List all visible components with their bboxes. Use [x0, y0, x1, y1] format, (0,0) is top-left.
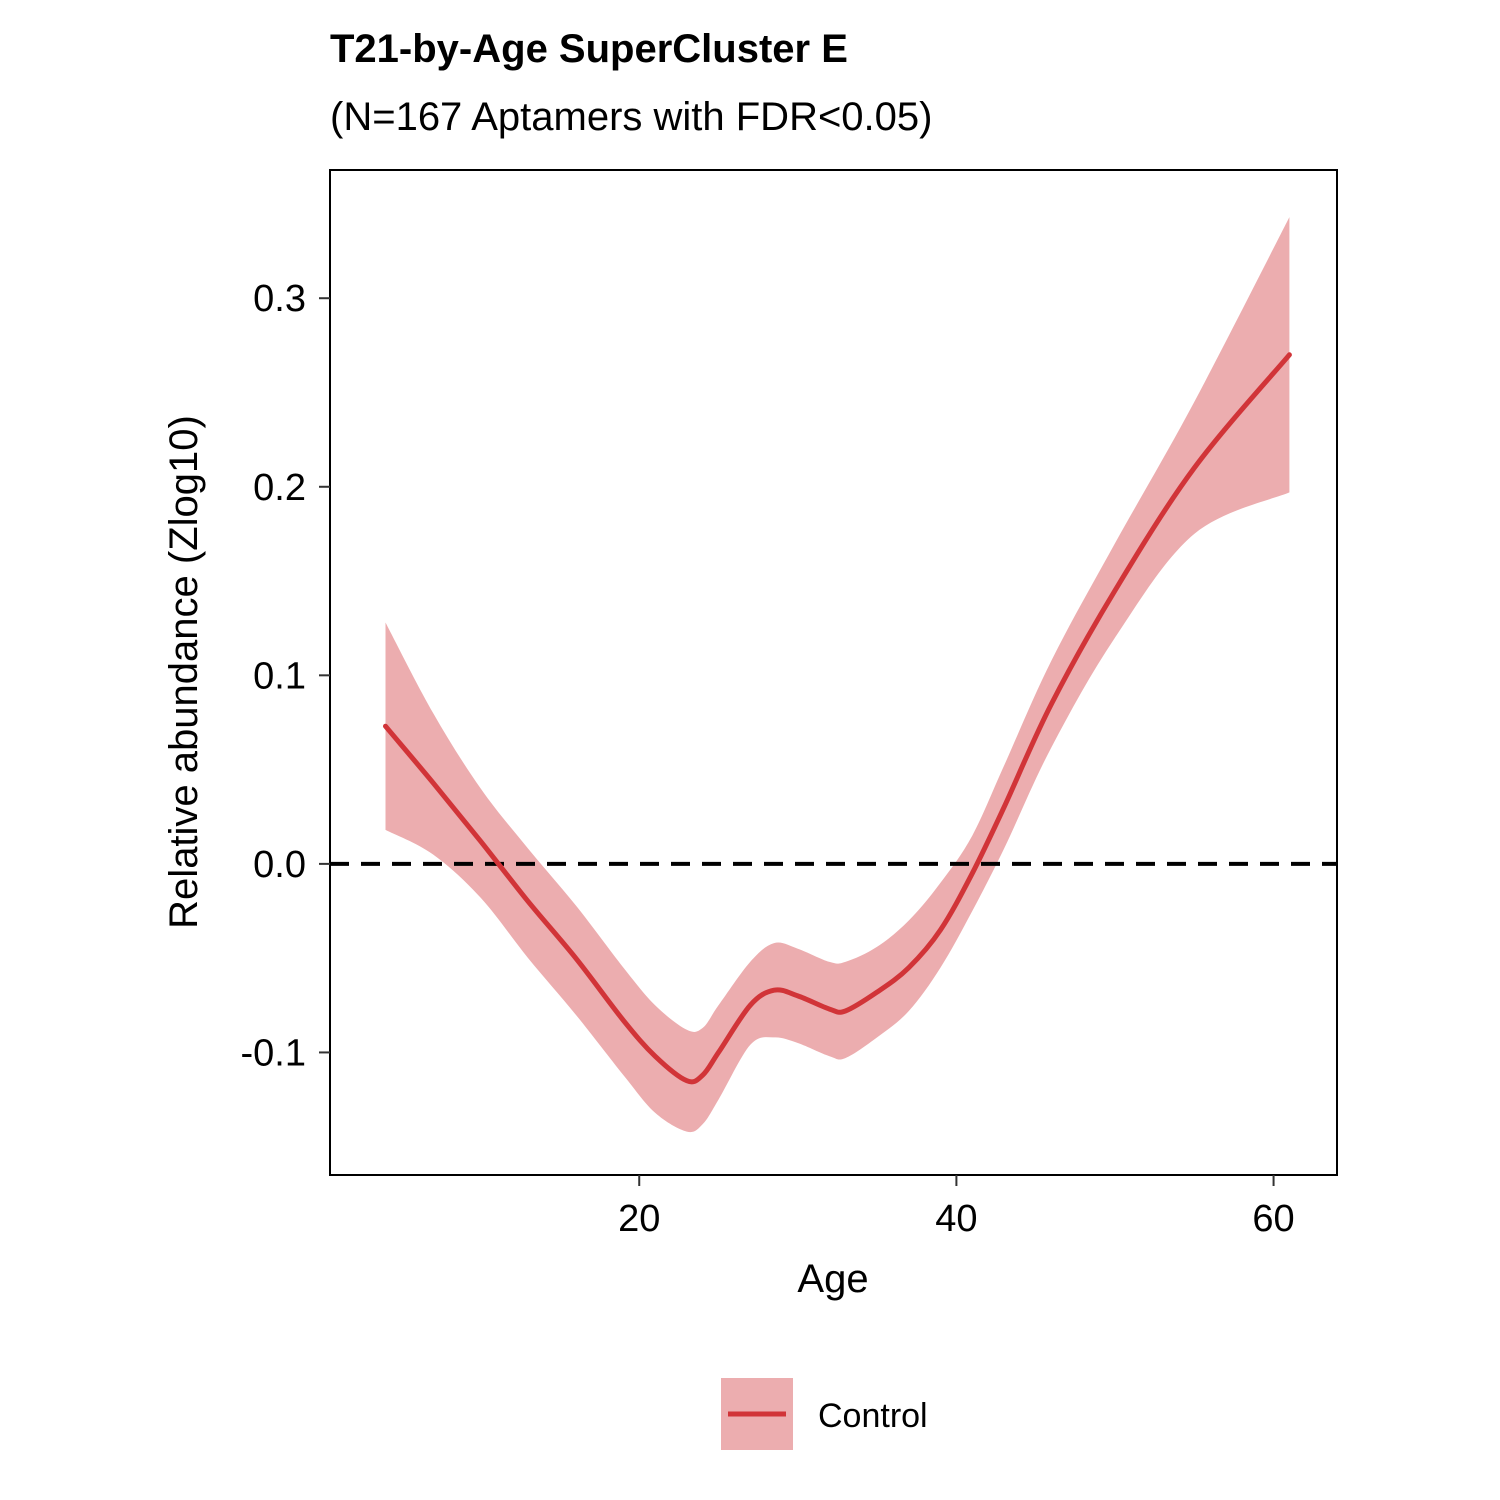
y-tick-label: 0.0 — [253, 844, 306, 886]
x-axis-title: Age — [797, 1257, 868, 1301]
y-tick-label: 0.3 — [253, 278, 306, 320]
y-tick-label: 0.1 — [253, 655, 306, 697]
x-tick-label: 60 — [1252, 1198, 1294, 1240]
x-tick-label: 40 — [935, 1198, 977, 1240]
plot-border — [329, 169, 1338, 1176]
plot-area — [330, 217, 1337, 1133]
axes: 20 40 60 -0.1 0.0 0.1 0.2 0.3 — [241, 169, 1338, 1240]
x-tick-label: 20 — [618, 1198, 660, 1240]
y-tick-label: -0.1 — [241, 1032, 306, 1074]
chart-title: T21-by-Age SuperCluster E — [330, 27, 848, 71]
chart-subtitle: (N=167 Aptamers with FDR<0.05) — [330, 95, 932, 139]
confidence-ribbon-control — [385, 217, 1290, 1133]
y-axis-title: Relative abundance (Zlog10) — [162, 415, 206, 929]
legend: Control — [721, 1378, 928, 1450]
y-tick-label: 0.2 — [253, 467, 306, 509]
legend-label-control: Control — [818, 1397, 928, 1435]
series-line-control — [383, 352, 1292, 1085]
